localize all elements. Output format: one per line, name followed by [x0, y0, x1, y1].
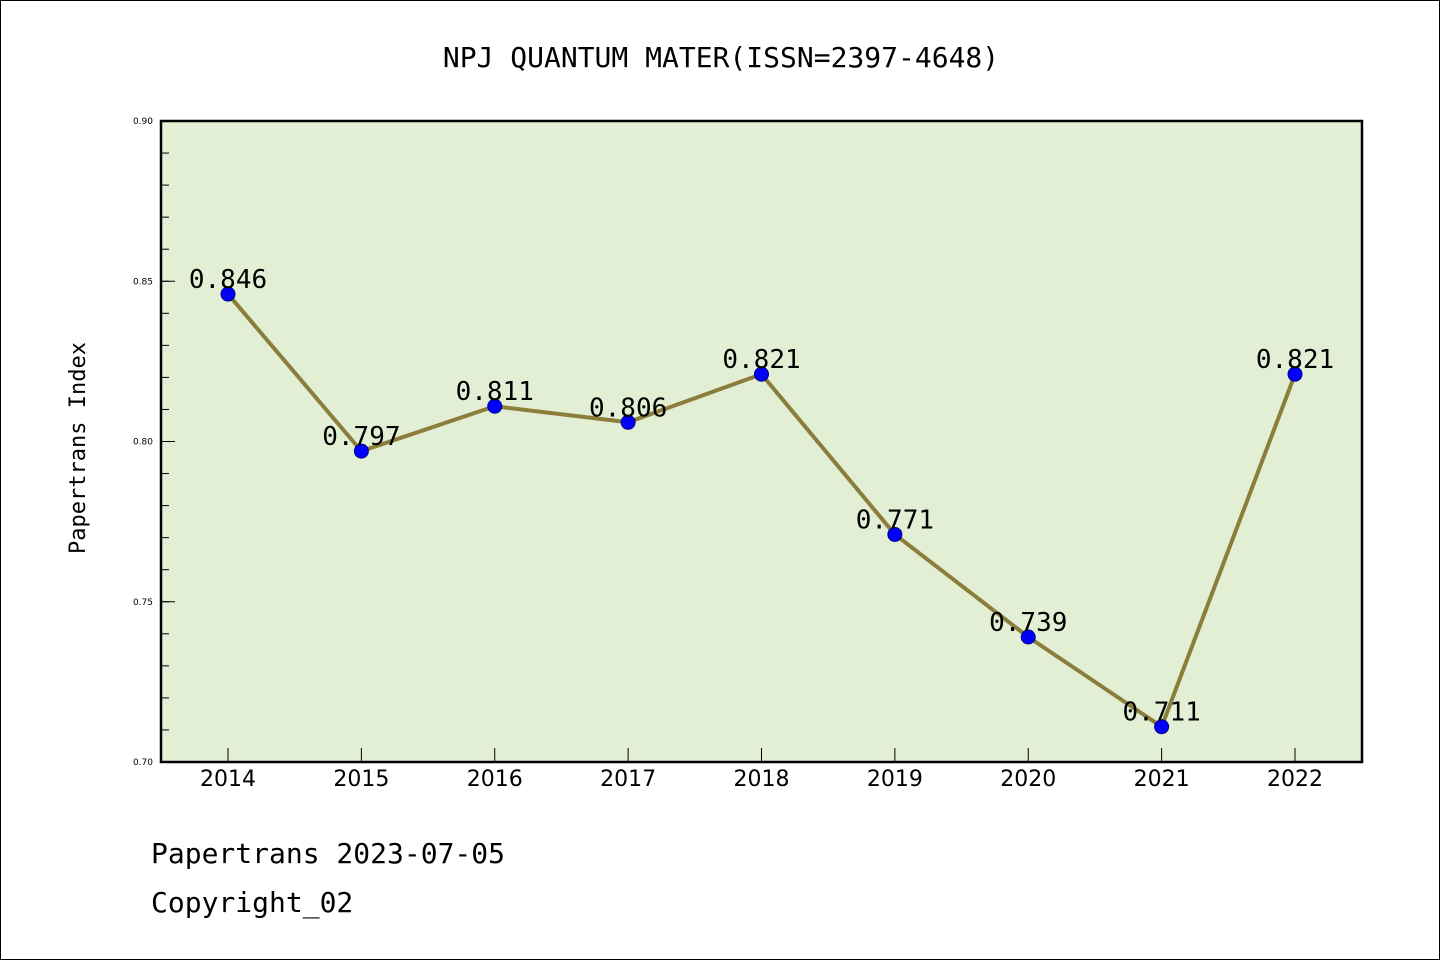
x-tick-label: 2020 — [1000, 767, 1056, 792]
data-point-label: 0.797 — [322, 422, 400, 452]
data-point-label: 0.846 — [189, 265, 267, 295]
data-point-marker — [220, 286, 236, 302]
y-tick-label: 0.85 — [133, 277, 153, 287]
x-tick-label: 2021 — [1134, 767, 1190, 792]
x-tick-label: 2017 — [600, 767, 656, 792]
x-axis-ticks: 2014 2015 2016 2017 2018 2019 2020 2021 2022 — [200, 748, 1323, 792]
footer-copyright-text: Copyright_02 — [151, 886, 354, 919]
data-point-label: 0.806 — [589, 393, 667, 423]
data-point-marker — [1154, 719, 1170, 735]
data-point-marker — [353, 443, 369, 459]
x-tick-label: 2016 — [467, 767, 523, 792]
data-point-marker — [1287, 366, 1303, 382]
y-axis-label: Papertrans Index — [66, 342, 91, 554]
data-point-marker — [754, 366, 769, 382]
x-tick-label: 2018 — [734, 767, 790, 792]
y-tick-label: 0.80 — [133, 438, 153, 448]
data-point-marker — [1020, 629, 1036, 645]
data-point-label: 0.811 — [456, 377, 534, 407]
data-point-marker — [487, 398, 503, 414]
y-tick-label: 0.70 — [133, 758, 153, 768]
x-tick-label: 2022 — [1267, 767, 1323, 792]
y-tick-label: 0.75 — [133, 598, 153, 608]
data-point-label: 0.739 — [989, 608, 1067, 638]
data-point-marker — [887, 526, 903, 542]
data-point-label: 0.711 — [1122, 698, 1200, 728]
plot-area — [161, 121, 1362, 762]
data-point-label: 0.821 — [722, 345, 800, 375]
chart-title: NPJ QUANTUM MATER(ISSN=2397-4648) — [443, 41, 999, 74]
x-tick-label: 2019 — [867, 767, 923, 792]
plot-frame — [159, 119, 1364, 764]
data-markers — [220, 286, 1303, 735]
footer-date-text: Papertrans 2023-07-05 — [151, 837, 506, 870]
data-point-marker — [620, 414, 636, 430]
data-point-label: 0.771 — [856, 505, 934, 535]
data-labels: 0.846 0.797 0.811 0.806 0.821 0.771 0.739 0.711… — [189, 265, 1334, 728]
y-tick-label: 0.90 — [133, 117, 153, 127]
data-point-label: 0.821 — [1256, 345, 1334, 375]
x-tick-label: 2015 — [333, 767, 389, 792]
x-tick-label: 2014 — [200, 767, 256, 792]
